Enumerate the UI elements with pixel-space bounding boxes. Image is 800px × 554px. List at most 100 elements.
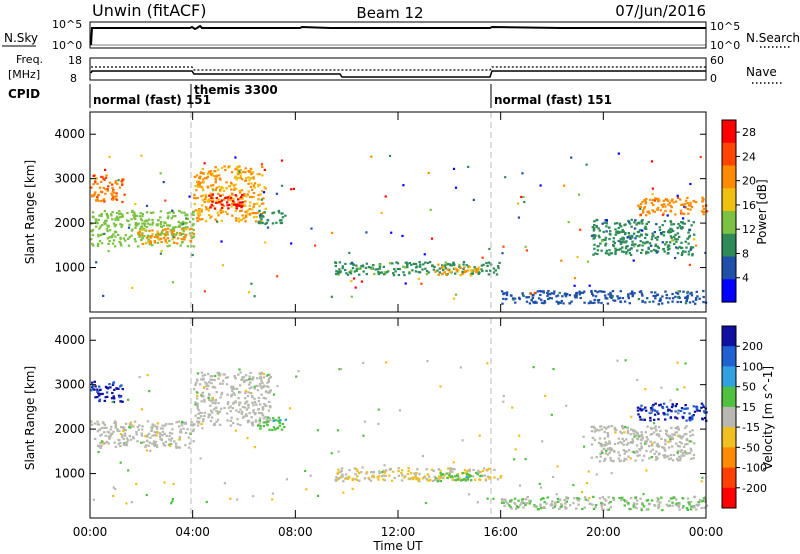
power-cell-r1 bbox=[148, 223, 152, 226]
power-cell-r0 bbox=[112, 191, 116, 194]
velocity-cell-r1 bbox=[128, 422, 132, 425]
velocity-cell-r6 bbox=[513, 497, 517, 500]
velocity-cell-r4 bbox=[341, 475, 344, 478]
velocity-cell-r2 bbox=[241, 376, 244, 379]
power-cell-r3 bbox=[239, 197, 242, 200]
power-sparse-cell bbox=[384, 195, 387, 198]
velocity-cell-r4 bbox=[477, 471, 481, 474]
velocity-cell-r6 bbox=[592, 495, 595, 498]
velocity-cell-r2 bbox=[259, 375, 262, 378]
power-cell-r9 bbox=[662, 231, 666, 234]
power-cell-r1 bbox=[105, 227, 109, 230]
velocity-cell-r5 bbox=[466, 477, 470, 480]
power-cell-r1 bbox=[127, 244, 131, 247]
power-cell-r1 bbox=[117, 218, 120, 221]
velocity-cell-r6 bbox=[578, 497, 581, 500]
velocity-sparse-cell bbox=[288, 407, 292, 410]
velocity-cell-r1 bbox=[108, 437, 111, 440]
power-cell-r9 bbox=[608, 253, 611, 256]
power-cell-r1 bbox=[103, 232, 106, 235]
velocity-cell-r7 bbox=[613, 428, 616, 431]
power-cell-r1 bbox=[117, 217, 120, 220]
velocity-cell-r2 bbox=[249, 381, 252, 384]
velocity-cell-r1 bbox=[128, 426, 131, 429]
velocity-cell-r1 bbox=[132, 437, 135, 440]
power-cell-r3 bbox=[259, 193, 262, 196]
velocity-cell-r6 bbox=[600, 503, 603, 506]
velocity-sparse-cell bbox=[609, 456, 612, 459]
power-cell-r9 bbox=[648, 242, 652, 245]
power-cell-r1 bbox=[190, 237, 193, 240]
velocity-cell-r6 bbox=[668, 504, 671, 507]
velocity-cell-r1 bbox=[96, 430, 100, 433]
velocity-sparse-cell bbox=[229, 497, 232, 500]
velocity-cell-r2 bbox=[196, 397, 199, 400]
power-cell-r9 bbox=[680, 241, 683, 244]
power-cell-r8 bbox=[661, 295, 664, 298]
power-cell-r9 bbox=[668, 231, 671, 234]
velocity-cell-r2 bbox=[258, 382, 262, 385]
velocity-sparse-cell bbox=[426, 360, 429, 363]
velocity-cell-r7 bbox=[678, 459, 682, 462]
power-cell-r6 bbox=[454, 272, 457, 275]
velocity-cell-r2 bbox=[239, 408, 242, 411]
velocity-cell-r1 bbox=[192, 428, 195, 431]
power-cell-r6 bbox=[402, 265, 405, 268]
power-cell-r6 bbox=[383, 271, 387, 274]
power-cell-r9 bbox=[618, 231, 621, 234]
velocity-cell-r1 bbox=[107, 435, 110, 438]
power-cell-r8 bbox=[646, 297, 649, 300]
power-cell-r5 bbox=[258, 214, 262, 217]
velocity-sparse-cell bbox=[486, 497, 489, 500]
velocity-cell-r0 bbox=[91, 381, 94, 384]
power-cell-r3 bbox=[205, 208, 208, 211]
power-cell-r9 bbox=[654, 249, 657, 252]
power-cell-r1 bbox=[147, 218, 151, 221]
power-ytick-label: 4000 bbox=[54, 127, 85, 141]
velocity-cell-r7 bbox=[627, 442, 630, 445]
power-cell-r1 bbox=[141, 236, 144, 239]
velocity-cell-r4 bbox=[463, 469, 467, 472]
power-cell-r1 bbox=[178, 224, 181, 227]
power-cell-r5 bbox=[262, 215, 265, 218]
velocity-cell-r3 bbox=[271, 428, 274, 432]
power-cell-r9 bbox=[651, 232, 654, 235]
power-cell-r3 bbox=[236, 171, 239, 174]
velocity-cell-r1 bbox=[174, 442, 178, 445]
velocity-cell-r2 bbox=[193, 388, 196, 391]
power-cell-r6 bbox=[335, 270, 338, 273]
power-cell-r3 bbox=[219, 188, 222, 191]
velocity-sparse-cell bbox=[205, 500, 208, 504]
velocity-cell-r3 bbox=[274, 419, 277, 422]
power-cell-r9 bbox=[680, 253, 684, 256]
power-cell-r8 bbox=[692, 300, 695, 303]
power-cell-r1 bbox=[98, 239, 102, 243]
velocity-cell-r8 bbox=[668, 408, 671, 412]
power-cell-r10 bbox=[681, 203, 684, 206]
velocity-cell-r1 bbox=[96, 420, 99, 423]
power-cell-r6 bbox=[396, 267, 400, 271]
power-cell-r9 bbox=[687, 231, 690, 234]
velocity-sparse-cell bbox=[170, 502, 173, 505]
velocity-cell-r3 bbox=[257, 424, 260, 427]
velocity-cell-r2 bbox=[200, 400, 203, 403]
power-cell-r0 bbox=[94, 179, 97, 183]
power-cell-r9 bbox=[690, 224, 693, 227]
velocity-cell-r2 bbox=[237, 411, 241, 414]
power-cell-r8 bbox=[568, 294, 572, 297]
velocity-cell-r4 bbox=[474, 478, 477, 481]
power-cell-r1 bbox=[104, 223, 107, 226]
velocity-cell-r6 bbox=[525, 502, 528, 505]
power-cell-r9 bbox=[689, 248, 692, 251]
power-cell-r7 bbox=[473, 269, 476, 272]
velocity-cell-r6 bbox=[554, 503, 557, 506]
velocity-cell-r8 bbox=[704, 416, 707, 420]
velocity-cell-r7 bbox=[680, 437, 683, 440]
velocity-cell-r1 bbox=[125, 437, 129, 440]
power-sparse-cell bbox=[601, 240, 604, 243]
velocity-cell-r2 bbox=[211, 386, 214, 389]
power-cell-r3 bbox=[245, 177, 248, 180]
velocity-cell-r4 bbox=[369, 479, 373, 482]
velocity-cell-r1 bbox=[170, 442, 173, 446]
